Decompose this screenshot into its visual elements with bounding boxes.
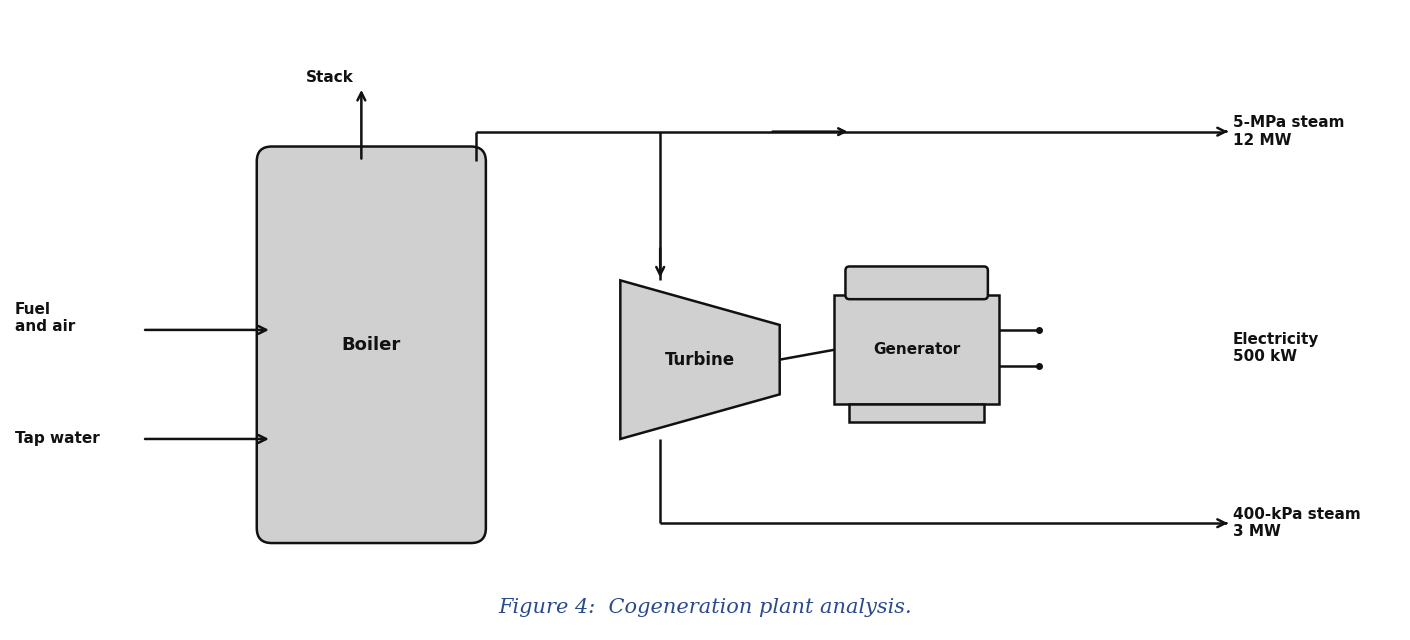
Text: Stack: Stack xyxy=(306,70,354,85)
Polygon shape xyxy=(620,280,780,439)
Text: Tap water: Tap water xyxy=(14,431,100,447)
Text: Fuel
and air: Fuel and air xyxy=(14,302,75,334)
Text: Boiler: Boiler xyxy=(341,336,400,354)
Text: Electricity
500 kW: Electricity 500 kW xyxy=(1232,332,1320,364)
FancyBboxPatch shape xyxy=(257,147,486,543)
Text: Generator: Generator xyxy=(873,342,960,357)
Text: Figure 4:  Cogeneration plant analysis.: Figure 4: Cogeneration plant analysis. xyxy=(498,598,912,617)
Text: 5-MPa steam
12 MW: 5-MPa steam 12 MW xyxy=(1232,115,1344,148)
Text: 400-kPa steam
3 MW: 400-kPa steam 3 MW xyxy=(1232,507,1361,540)
FancyBboxPatch shape xyxy=(846,266,988,299)
FancyBboxPatch shape xyxy=(849,404,984,422)
FancyBboxPatch shape xyxy=(835,295,998,404)
Text: Turbine: Turbine xyxy=(666,351,735,369)
